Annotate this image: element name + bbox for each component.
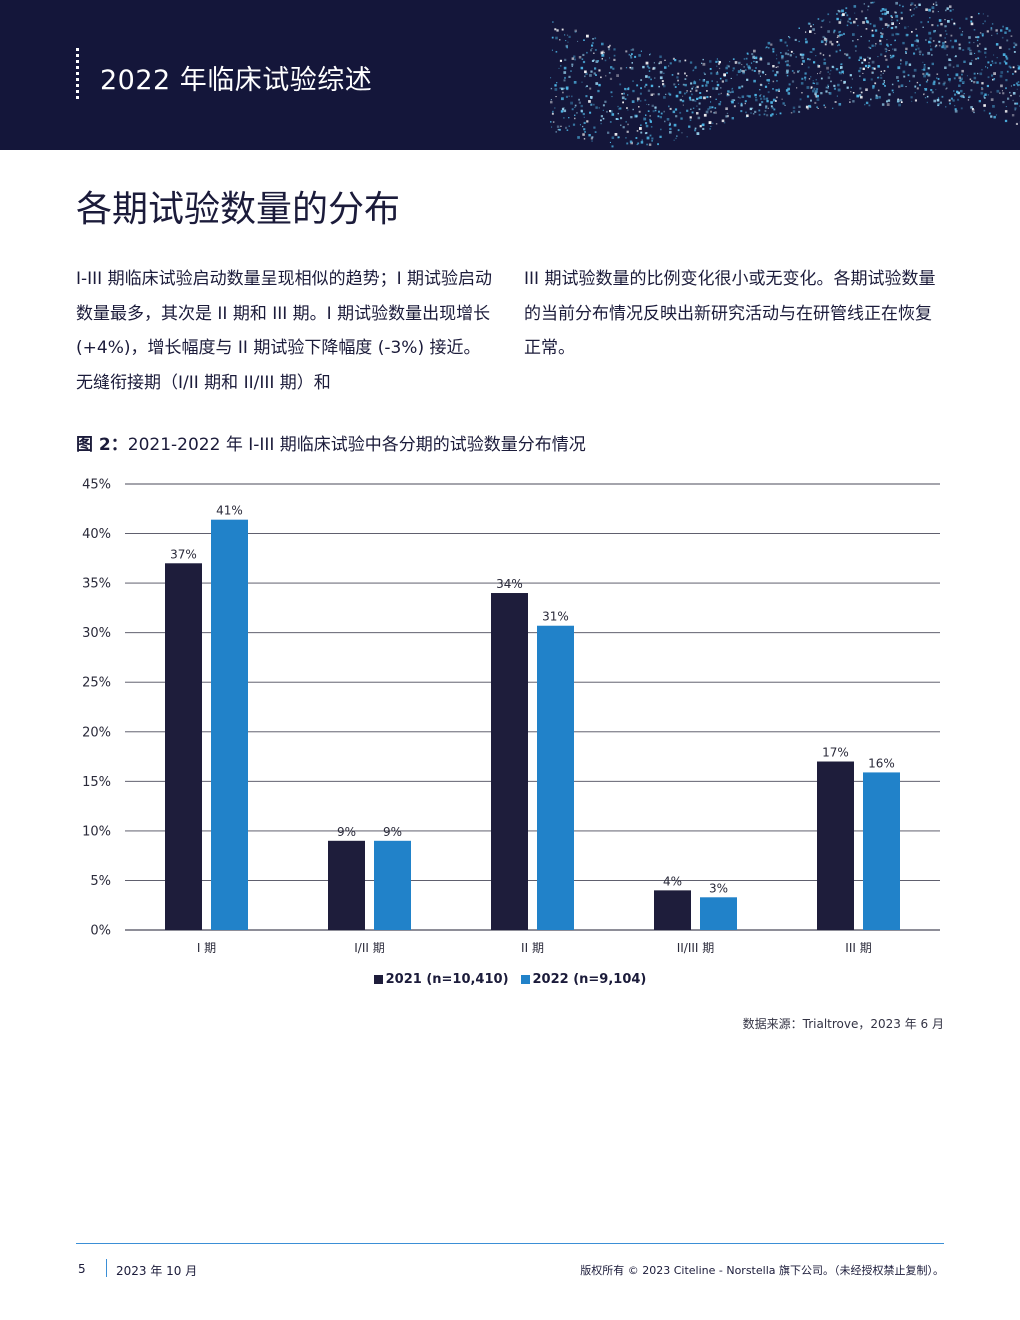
figure-title: 2021-2022 年 I-III 期临床试验中各分期的试验数量分布情况 [127,435,586,455]
legend-item: 2022 (n=9,104) [520,972,647,987]
page-number: 5 [78,1262,86,1276]
bar [817,761,854,930]
data-label: 4% [663,874,682,888]
x-tick-label: I 期 [197,941,216,955]
chart-legend: 2021 (n=10,410) 2022 (n=9,104) [0,972,1020,988]
x-tick-label: II 期 [521,941,544,955]
report-title: 2022 年临床试验综述 [100,65,373,96]
legend-swatch [520,975,530,984]
y-tick-label: 10% [82,824,111,839]
intro-paragraph-right: III 期试验数量的比例变化很小或无变化。各期试验数量的当前分布情况反映出新研究… [524,269,936,358]
section-heading: 各期试验数量的分布 [76,189,401,230]
bar [863,772,900,930]
figure-label: 图 2： [76,435,128,455]
intro-paragraph-left: I-III 期临床试验启动数量呈现相似的趋势；I 期试验启动数量最多，其次是 I… [76,269,493,393]
bar [654,890,691,930]
legend-swatch [373,975,383,984]
data-source-note: 数据来源：Trialtrove，2023 年 6 月 [742,1017,944,1031]
y-tick-label: 25% [82,676,111,691]
bar [328,840,365,930]
x-tick-label: II/III 期 [677,941,715,955]
bar [165,563,202,930]
header-accent-bar [76,48,79,102]
data-label: 41% [216,504,243,518]
phase-distribution-bar-chart: 0% 5% 10% 15% 20% 25% 30% 35% 40% 45% 37% 41% I 期 9% 9… [82,478,940,955]
bar [211,519,248,930]
y-tick-label: 20% [82,725,111,740]
legend-label: 2021 (n=10,410) [385,972,509,987]
y-tick-label: 35% [82,577,111,592]
data-label: 3% [709,881,728,895]
y-tick-label: 0% [90,924,111,939]
footer-separator [106,1259,107,1277]
bar [537,625,574,930]
x-tick-label: I/II 期 [354,941,384,955]
dna-helix-graphic [550,1,1020,148]
y-tick-label: 5% [90,874,111,889]
data-label: 37% [170,547,197,561]
bar [491,593,528,930]
legend-item: 2021 (n=10,410) [373,972,509,987]
bar [374,840,411,930]
data-label: 31% [542,610,569,624]
legend-label: 2022 (n=9,104) [532,972,647,987]
header-banner: 2022 年临床试验综述 [0,0,1020,150]
footer-copyright: 版权所有 © 2023 Citeline - Norstella 旗下公司。（未… [580,1264,944,1277]
data-label: 9% [337,825,356,839]
figure-caption: 图 2：2021-2022 年 I-III 期临床试验中各分期的试验数量分布情况 [76,430,586,455]
y-tick-label: 40% [82,527,111,542]
x-tick-label: III 期 [845,941,871,955]
bar [700,897,737,930]
y-tick-label: 45% [82,478,111,493]
y-tick-label: 15% [82,775,111,790]
data-label: 34% [496,577,523,591]
y-tick-label: 30% [82,626,111,641]
footer-date: 2023 年 10 月 [116,1264,198,1278]
data-label: 16% [868,756,895,770]
data-label: 9% [383,825,402,839]
footer-divider [76,1243,944,1244]
data-label: 17% [822,746,849,760]
